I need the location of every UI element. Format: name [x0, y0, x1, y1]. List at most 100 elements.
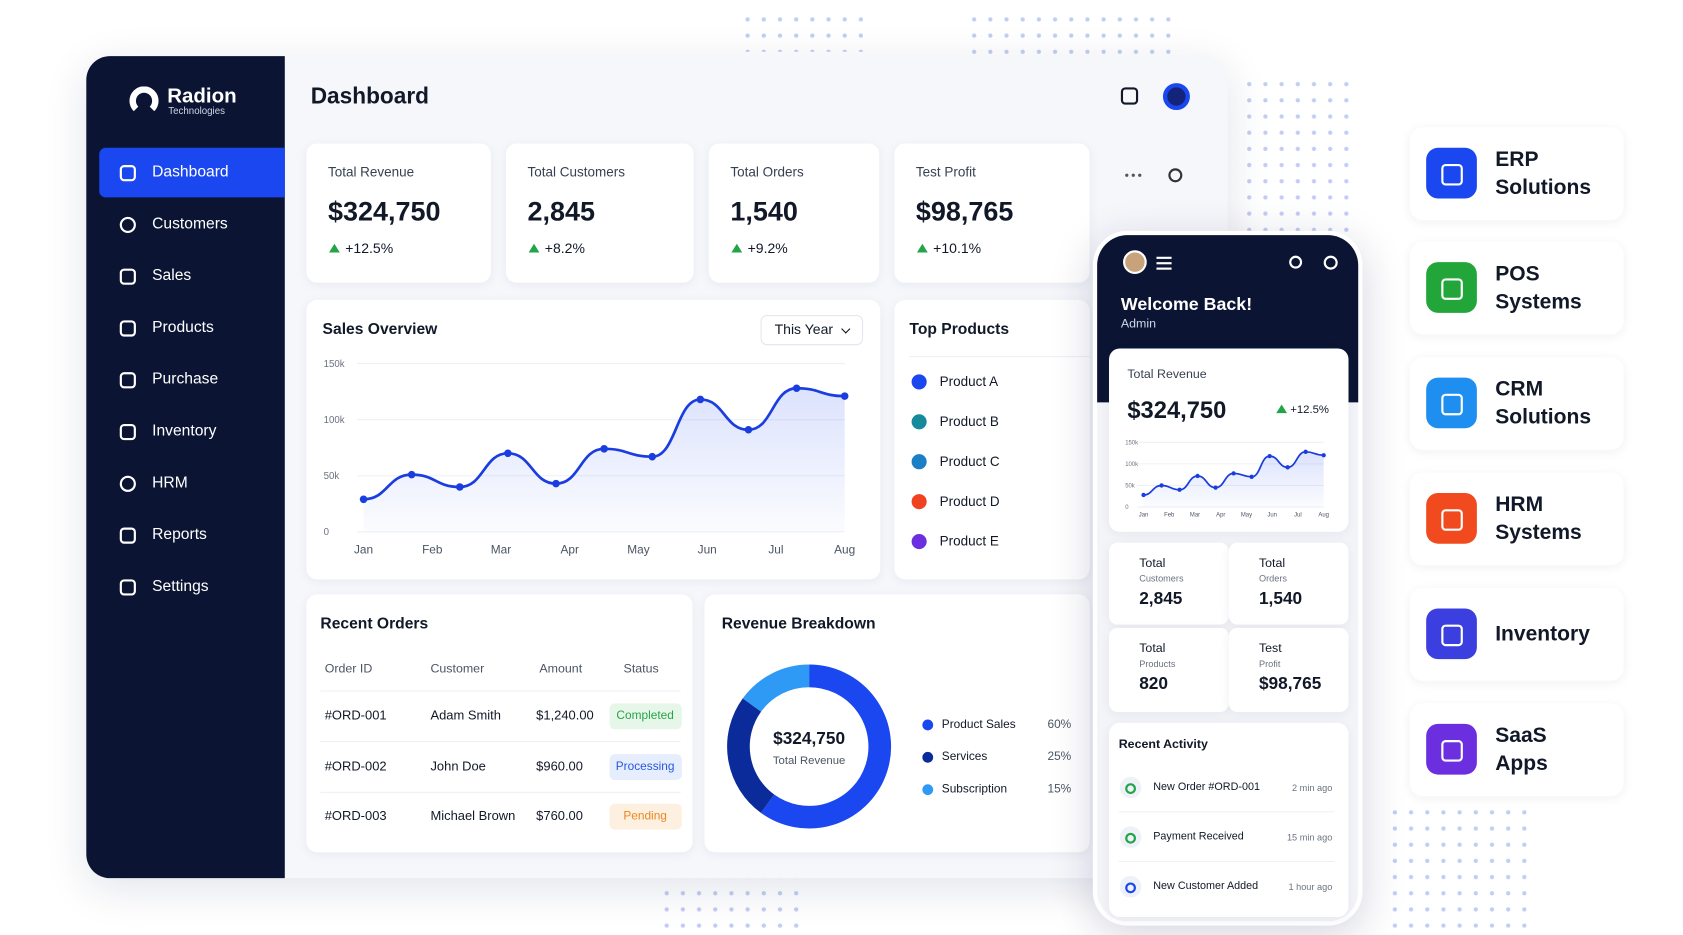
kpi-change: +8.2% [544, 240, 585, 257]
stat-value: 1,540 [1258, 589, 1303, 609]
nav-label: Settings [152, 577, 209, 596]
product-name: Product D [939, 493, 1000, 509]
kpi-card [894, 143, 1090, 283]
activity-ring [1125, 882, 1136, 894]
solution-icon [1426, 147, 1477, 199]
order-cell: #ORD-001 [324, 707, 387, 723]
activity-card [1109, 722, 1349, 917]
orders-title: Recent Orders [320, 615, 429, 633]
nav-label: Reports [152, 526, 207, 544]
nav-icon [119, 423, 136, 440]
donut-center-label: Total Revenue [772, 754, 846, 767]
product-name: Product C [939, 453, 1000, 470]
nav-label: Products [152, 318, 214, 337]
legend-label: Product Sales [941, 718, 1016, 732]
activity-ring [1125, 783, 1136, 794]
nav-label: Inventory [152, 422, 217, 440]
nav-icon [119, 216, 136, 233]
product-dot [911, 374, 927, 390]
solution-glyph [1440, 393, 1463, 415]
order-cell: $760.00 [536, 808, 583, 824]
activity-text: Payment Received [1153, 830, 1244, 843]
solution-glyph [1440, 508, 1463, 531]
divider [320, 741, 681, 743]
column-header: Customer [430, 662, 485, 676]
product-name: Product A [939, 374, 999, 390]
product-name: Product B [939, 414, 999, 430]
divider [320, 791, 681, 793]
kpi-label: Total Orders [730, 164, 804, 180]
phone-avatar [1123, 250, 1147, 275]
kpi-label: Total Revenue [327, 164, 415, 180]
solution-title: ERP [1495, 147, 1539, 172]
stat-value: 2,845 [1139, 589, 1183, 609]
chat-button[interactable] [1120, 87, 1139, 105]
order-cell: $960.00 [536, 757, 583, 774]
profile-button[interactable] [1162, 83, 1190, 111]
status-text: Completed [616, 709, 674, 723]
page-title: Dashboard [310, 84, 430, 109]
order-cell: Adam Smith [430, 707, 501, 723]
order-cell: Michael Brown [430, 808, 516, 824]
donut-center-value: $324,750 [773, 730, 846, 749]
search-icon [1323, 255, 1338, 270]
nav-label: HRM [152, 474, 188, 492]
stat-cell [1228, 542, 1349, 625]
nav-icon [119, 319, 136, 337]
solution-title: Systems [1495, 289, 1582, 314]
role-text: Admin [1120, 317, 1157, 331]
more-dot [1138, 173, 1142, 177]
status-text: Pending [623, 809, 667, 823]
brand-name: Radion [167, 85, 237, 108]
activity-time: 1 hour ago [1288, 881, 1333, 893]
stat-cell [1109, 627, 1229, 713]
more-dot [1131, 173, 1135, 177]
activity-time: 2 min ago [1292, 782, 1333, 794]
stat-sub: Orders [1258, 572, 1287, 584]
legend-dot [922, 719, 934, 731]
solution-title: POS [1495, 261, 1540, 286]
dot-pattern [658, 879, 810, 934]
up-arrow [731, 243, 743, 253]
more-dot [1125, 173, 1129, 177]
nav-label: Purchase [152, 370, 219, 389]
stat-value: 820 [1139, 675, 1169, 694]
solution-icon [1426, 493, 1477, 544]
solution-icon [1426, 723, 1477, 775]
phone-revenue-change: +12.5% [1290, 403, 1329, 417]
order-cell: #ORD-002 [324, 757, 387, 774]
dot-pattern [1235, 80, 1349, 232]
solution-icon [1426, 262, 1477, 313]
stat-label: Test [1258, 642, 1282, 656]
legend-dot [922, 784, 934, 796]
logo-mark [129, 86, 159, 116]
nav-label: Sales [152, 267, 192, 285]
sales-title: Sales Overview [322, 321, 438, 339]
solution-title: HRM [1495, 492, 1544, 517]
solution-glyph [1440, 277, 1463, 300]
column-header: Amount [539, 662, 583, 676]
status-text: Processing [615, 759, 675, 773]
solution-title: SaaS [1495, 723, 1547, 748]
legend-dot [922, 751, 934, 763]
solution-title: CRM [1495, 377, 1544, 402]
kpi-label: Total Customers [527, 164, 625, 180]
legend-label: Services [941, 750, 988, 764]
solution-glyph [1440, 163, 1463, 186]
menu-line [1156, 262, 1172, 264]
dot-pattern [744, 12, 864, 52]
menu-line [1156, 256, 1172, 259]
divider [320, 690, 681, 692]
up-arrow [528, 243, 540, 253]
status-badge [609, 753, 682, 780]
order-cell: $1,240.00 [536, 707, 594, 723]
nav-active [99, 147, 285, 198]
stat-cell [1228, 627, 1349, 713]
kpi-card [708, 143, 880, 283]
kpi-card [505, 143, 694, 283]
solution-title: Inventory [1495, 622, 1590, 646]
year-dropdown[interactable] [760, 315, 864, 346]
order-cell: John Doe [430, 757, 486, 774]
solution-glyph [1440, 739, 1463, 762]
